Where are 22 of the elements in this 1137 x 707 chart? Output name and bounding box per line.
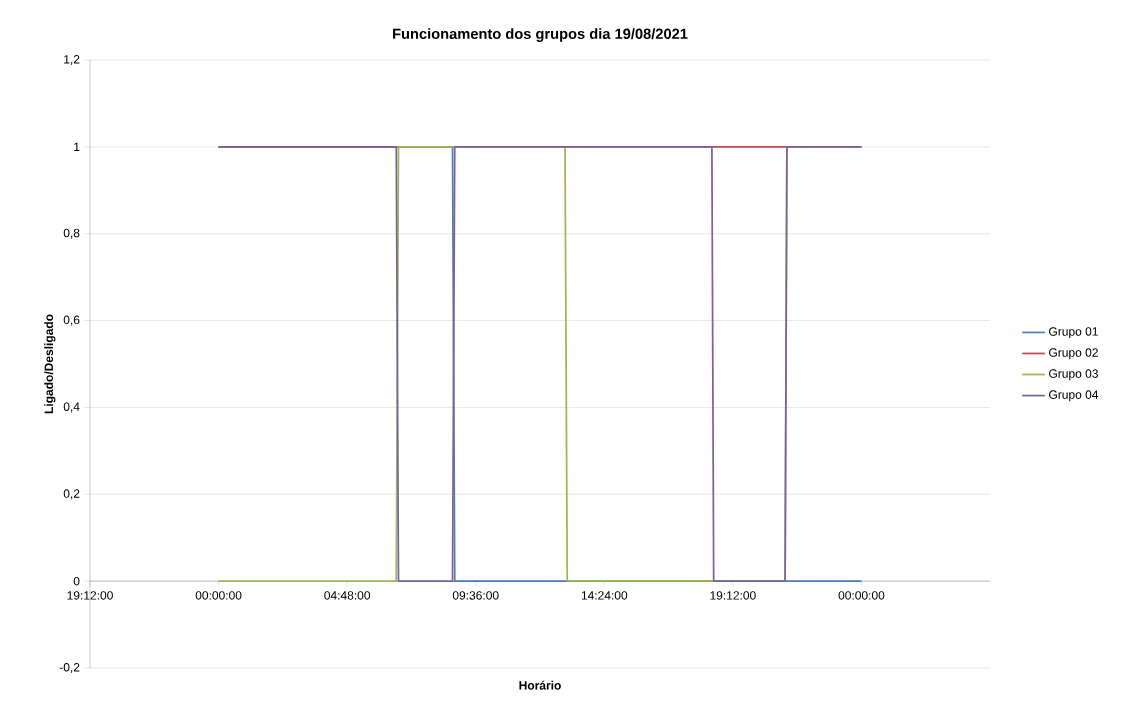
y-tick-label: 1: [74, 142, 80, 151]
y-tick-label: 0: [73, 576, 80, 586]
legend-label: Grupo 01: [1049, 327, 1098, 339]
y-tick-label: 1,2: [64, 55, 80, 65]
legend-label: Grupo 02: [1049, 348, 1098, 360]
x-tick-label: 04:48:00: [324, 591, 371, 600]
x-axis-title: Horário: [519, 680, 561, 690]
y-tick-label: 0,2: [63, 489, 80, 500]
x-tick-label: 19:12:00: [67, 591, 113, 600]
y-tick-label: 0,8: [63, 228, 80, 239]
y-tick-label: 0,4: [63, 402, 80, 413]
x-tick-label: 00:00:00: [195, 591, 242, 600]
y-tick-label: 0,6: [63, 315, 80, 326]
legend-label: Grupo 04: [1049, 390, 1099, 402]
y-axis-title: Ligado/Desligado: [44, 314, 56, 414]
legend-label: Grupo 03: [1049, 369, 1098, 381]
y-tick-label: -0,2: [59, 663, 80, 673]
x-tick-label: 00:00:00: [838, 591, 885, 600]
chart-title: Funcionamento dos grupos dia 19/08/2021: [393, 28, 688, 42]
x-tick-label: 14:24:00: [581, 591, 628, 600]
x-tick-label: 09:36:00: [452, 591, 499, 600]
x-tick-label: 19:12:00: [710, 591, 756, 600]
